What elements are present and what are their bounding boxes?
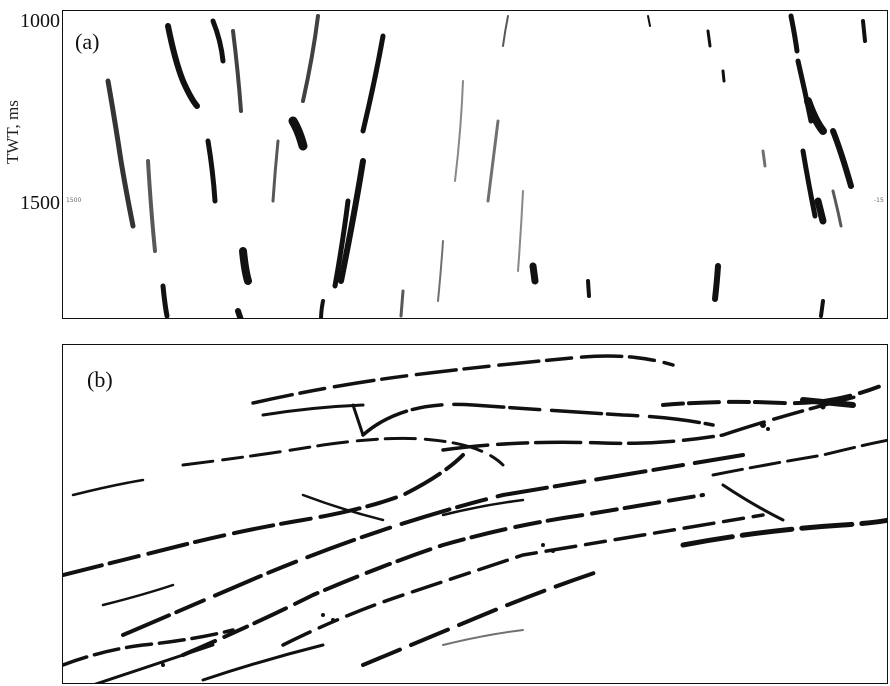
seismic-section-b: (b) <box>62 344 888 684</box>
panel-label-a: (a) <box>75 29 100 54</box>
seismic-image-b <box>63 354 887 683</box>
y-axis-title: TWT, ms <box>3 100 22 164</box>
y-tick-1500: 1500 <box>20 192 60 214</box>
panel-label-b: (b) <box>87 367 113 392</box>
seismic-image-a <box>105 13 867 318</box>
seismic-section-a: (a) <box>62 10 888 319</box>
inner-tick-right: -15 <box>874 197 884 204</box>
y-tick-1000: 1000 <box>20 10 60 32</box>
inner-tick-left: 1500 <box>66 197 82 204</box>
